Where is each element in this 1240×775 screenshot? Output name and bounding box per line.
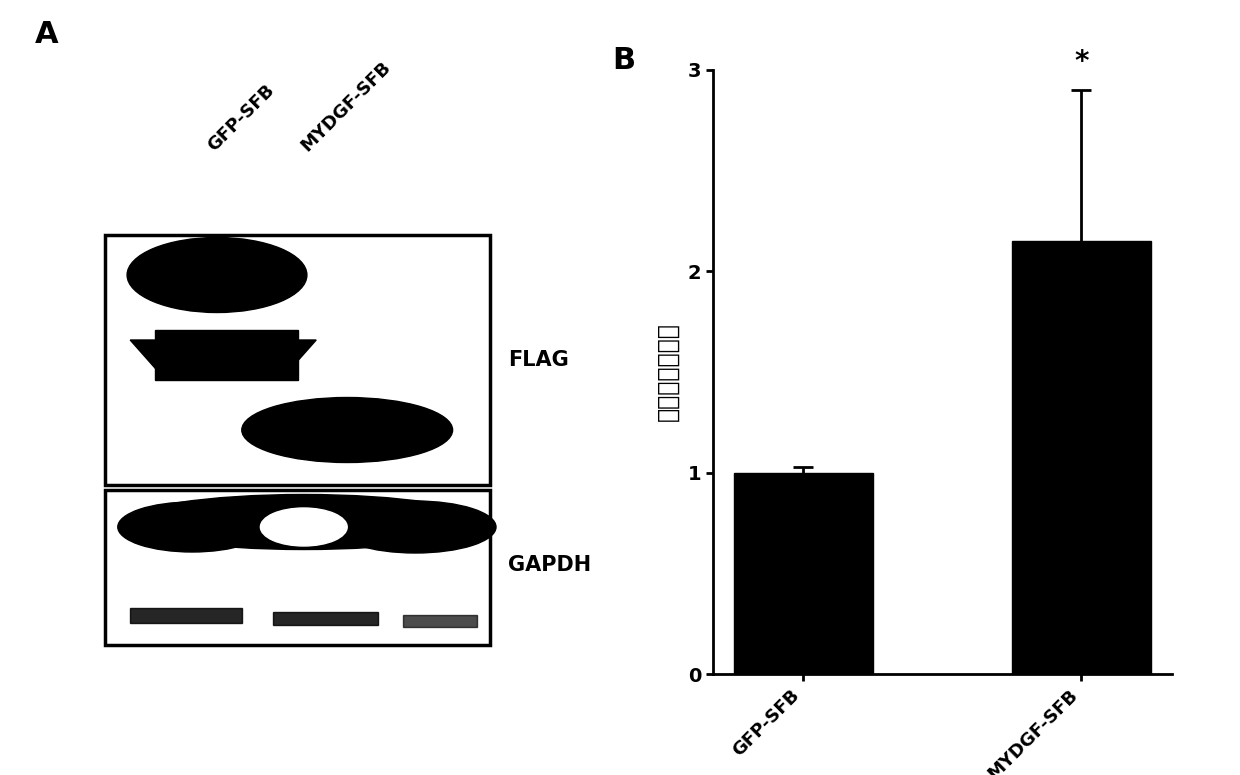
Text: *: *	[1074, 48, 1089, 76]
Bar	[105, 235, 490, 485]
Ellipse shape	[118, 502, 267, 552]
Text: FLAG: FLAG	[508, 350, 569, 370]
Ellipse shape	[126, 237, 306, 312]
Ellipse shape	[335, 501, 496, 553]
Bar	[155, 330, 298, 380]
Bar	[273, 612, 378, 625]
Bar	[130, 608, 242, 623]
Ellipse shape	[242, 398, 453, 463]
Bar	[403, 615, 477, 627]
Y-axis label: 相对端粒酶活性: 相对端粒酶活性	[655, 322, 680, 422]
Bar	[1012, 241, 1151, 674]
Text: B: B	[613, 46, 635, 74]
Text: MYDGF-SFB: MYDGF-SFB	[298, 58, 394, 155]
Text: GAPDH: GAPDH	[508, 555, 591, 575]
Ellipse shape	[126, 494, 480, 549]
Ellipse shape	[260, 508, 347, 546]
Polygon shape	[130, 340, 316, 375]
Text: GFP-SFB: GFP-SFB	[205, 81, 278, 155]
Bar	[734, 473, 873, 674]
Bar	[105, 490, 490, 645]
Text: A: A	[35, 20, 58, 49]
